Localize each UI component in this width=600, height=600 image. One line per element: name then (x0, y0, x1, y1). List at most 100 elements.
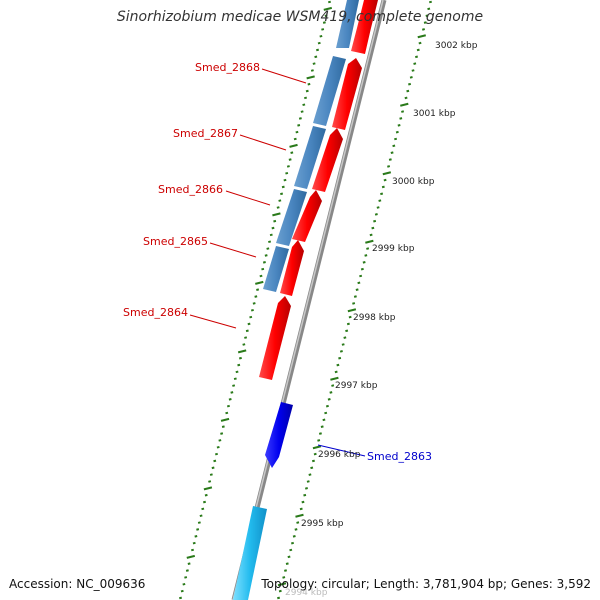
minor-tick (408, 82, 412, 86)
gene-features (233, 0, 378, 600)
leader-line-smed-2864 (189, 314, 237, 329)
genome-backbone-highlight (232, 0, 384, 600)
minor-tick (290, 151, 294, 154)
minor-tick (191, 548, 194, 552)
major-tick (417, 34, 427, 39)
minor-tick (316, 48, 320, 52)
minor-tick (242, 343, 246, 346)
minor-tick (249, 315, 253, 319)
minor-tick (307, 82, 311, 86)
gene-feature-cyan[interactable] (233, 506, 267, 600)
minor-tick (295, 130, 299, 134)
major-tick (277, 582, 287, 587)
minor-tick (353, 295, 357, 298)
minor-tick (328, 0, 331, 4)
minor-tick (322, 21, 326, 24)
minor-tick (232, 384, 236, 387)
minor-tick (346, 322, 350, 326)
minor-tick (221, 425, 225, 428)
minor-tick-track-left (179, 0, 333, 600)
gene-labels: Smed_2868 Smed_2867 Smed_2866 Smed_2865 … (123, 61, 432, 463)
minor-tick (428, 0, 432, 4)
minor-tick (413, 62, 417, 65)
minor-tick (266, 247, 270, 250)
minor-tick (293, 137, 297, 141)
major-tick (220, 417, 230, 422)
major-tick (255, 280, 264, 285)
minor-tick (300, 110, 304, 113)
gene-feature-smed-2865[interactable] (280, 240, 304, 296)
minor-tick (373, 219, 377, 223)
gene-label-smed-2866[interactable]: Smed_2866 (158, 183, 223, 196)
minor-tick (304, 487, 308, 490)
minor-tick (282, 576, 286, 579)
minor-tick (324, 411, 328, 415)
major-tick (306, 75, 315, 80)
genome-backbone (231, 0, 387, 600)
gene-label-smed-2865[interactable]: Smed_2865 (143, 235, 208, 248)
gene-label-smed-2867[interactable]: Smed_2867 (173, 127, 238, 140)
gene-feature-steelblue[interactable] (294, 126, 326, 189)
scale-label: 2999 kbp (372, 244, 415, 254)
scale-label: 3000 kbp (392, 177, 435, 187)
minor-tick (371, 226, 375, 230)
major-tick (203, 486, 213, 491)
major-tick (295, 513, 304, 518)
minor-tick (294, 528, 298, 531)
minor-tick (314, 55, 318, 59)
minor-tick (264, 254, 268, 257)
minor-tick (252, 302, 256, 305)
minor-tick (180, 589, 184, 593)
gene-label-smed-2864[interactable]: Smed_2864 (123, 306, 188, 319)
minor-tick (197, 521, 201, 524)
minor-tick (185, 569, 189, 572)
leader-line-smed-2867 (239, 134, 287, 151)
gene-feature-smed-2866[interactable] (292, 190, 322, 242)
gene-feature-steelblue[interactable] (313, 56, 346, 126)
minor-tick (399, 117, 403, 120)
minor-tick (280, 192, 284, 196)
minor-tick (329, 391, 333, 394)
minor-tick (317, 41, 321, 45)
minor-tick (318, 432, 322, 435)
gene-feature-red[interactable] (351, 0, 378, 54)
minor-tick (233, 377, 237, 381)
minor-tick (187, 562, 191, 565)
gene-label-smed-2868[interactable]: Smed_2868 (195, 61, 260, 74)
minor-tick (228, 398, 232, 401)
minor-tick (334, 370, 338, 374)
minor-tick (306, 480, 310, 483)
gene-feature-steelblue[interactable] (263, 246, 289, 292)
minor-tick (184, 576, 188, 579)
scale-label: 2995 kbp (301, 519, 344, 529)
minor-tick (355, 288, 359, 291)
minor-tick (341, 343, 345, 346)
genome-summary-text: Topology: circular; Length: 3,781,904 bp… (261, 577, 591, 591)
minor-tick (321, 28, 325, 31)
minor-tick (237, 363, 241, 367)
minor-tick (289, 548, 293, 552)
scale-label: 2996 kbp (318, 450, 361, 460)
minor-tick (423, 21, 427, 24)
minor-tick (311, 459, 315, 463)
minor-tick (230, 391, 234, 394)
minor-tick (310, 466, 314, 470)
minor-tick (286, 165, 290, 168)
scale-tick-track (277, 0, 432, 600)
minor-tick (339, 350, 343, 353)
minor-tick (383, 178, 387, 182)
minor-tick (366, 247, 370, 250)
minor-tick (281, 185, 285, 189)
gene-feature-smed-2864[interactable] (259, 296, 291, 380)
gene-feature-smed-2867[interactable] (312, 128, 343, 192)
gene-feature-steelblue[interactable] (336, 0, 359, 48)
scale-label: 2998 kbp (353, 313, 396, 323)
minor-tick (301, 500, 305, 504)
minor-tick (406, 89, 410, 93)
gene-feature-steelblue[interactable] (276, 189, 307, 246)
gene-label-smed-2863[interactable]: Smed_2863 (367, 450, 432, 463)
gene-feature-smed-2863[interactable] (265, 402, 293, 468)
minor-tick (269, 233, 273, 237)
gene-feature-smed-2868[interactable] (332, 58, 362, 130)
minor-tick (331, 384, 335, 387)
